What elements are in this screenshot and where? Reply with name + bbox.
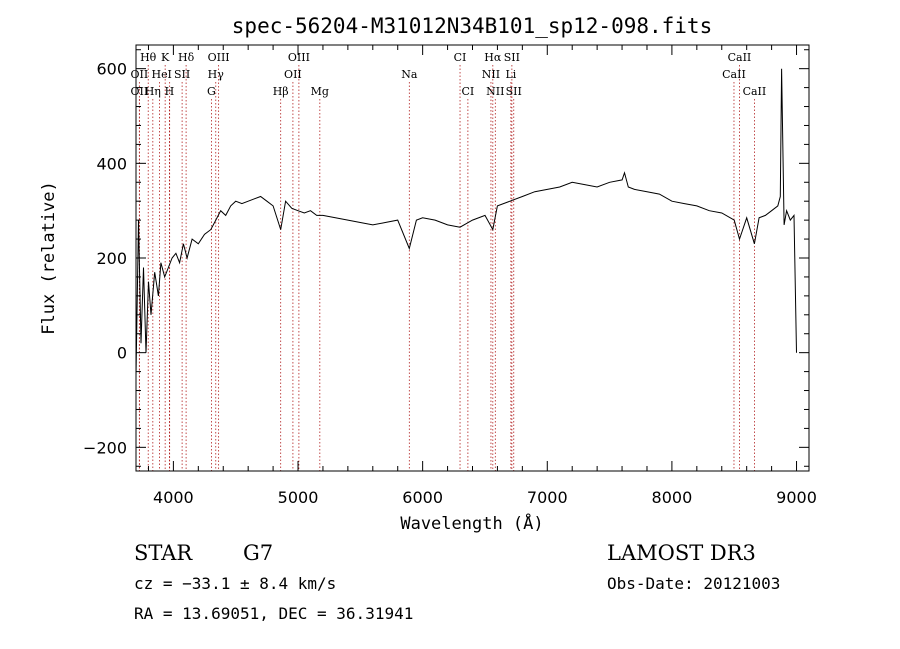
x-tick-label: 7000 bbox=[527, 488, 568, 507]
line-id-label: Hα bbox=[484, 51, 502, 64]
y-tick-label: −200 bbox=[83, 438, 127, 457]
line-id-label: Hδ bbox=[178, 51, 195, 64]
y-tick-label: 0 bbox=[117, 344, 127, 363]
x-axis-label: Wavelength (Å) bbox=[400, 512, 543, 534]
line-id-label: CaII bbox=[728, 51, 752, 64]
line-id-label: OIII bbox=[208, 51, 230, 64]
line-id-label: OII bbox=[131, 85, 149, 98]
y-tick-label: 600 bbox=[96, 60, 127, 79]
line-id-label: CI bbox=[454, 51, 467, 64]
x-tick-label: 4000 bbox=[153, 488, 194, 507]
x-tick-label: 6000 bbox=[402, 488, 443, 507]
y-axis: −200 0 200 400 600 bbox=[83, 49, 809, 467]
line-id-label: He bbox=[152, 68, 168, 81]
line-id-label: G bbox=[207, 85, 216, 98]
line-id-label: OII bbox=[131, 68, 149, 81]
object-subclass: G7 bbox=[243, 541, 273, 565]
line-id-label: Hη bbox=[145, 85, 161, 98]
survey-label: LAMOST DR3 bbox=[607, 541, 756, 565]
chart-title: spec-56204-M31012N34B101_sp12-098.fits bbox=[232, 14, 712, 38]
object-class: STAR bbox=[134, 541, 193, 565]
line-id-label: H bbox=[165, 85, 175, 98]
x-axis: 4000 5000 6000 7000 8000 9000 bbox=[147, 45, 817, 507]
line-id-label: OIII bbox=[288, 51, 310, 64]
y-axis-label: Flux (relative) bbox=[39, 181, 59, 335]
line-id-label: I bbox=[167, 68, 171, 81]
x-tick-label: 9000 bbox=[776, 488, 817, 507]
line-id-label: Li bbox=[505, 68, 516, 81]
y-tick-label: 200 bbox=[96, 249, 127, 268]
line-id-label: OII bbox=[284, 68, 302, 81]
line-id-label: CI bbox=[462, 85, 475, 98]
line-id-label: SII bbox=[174, 68, 190, 81]
x-tick-label: 8000 bbox=[652, 488, 693, 507]
line-id-label: Mg bbox=[311, 85, 329, 98]
line-id-label: NII bbox=[482, 68, 500, 81]
line-id-label: Hθ bbox=[140, 51, 157, 64]
obs-date: Obs-Date: 20121003 bbox=[607, 574, 780, 593]
line-id-label: Hγ bbox=[208, 68, 225, 81]
line-id-label: K bbox=[161, 51, 170, 64]
ra-dec: RA = 13.69051, DEC = 36.31941 bbox=[134, 604, 413, 623]
line-id-label: NII bbox=[486, 85, 504, 98]
line-id-label: Na bbox=[401, 68, 418, 81]
spectrum-line-series bbox=[135, 68, 797, 377]
line-id-label: SII bbox=[504, 51, 520, 64]
cz-value: cz = −33.1 ± 8.4 km/s bbox=[134, 574, 336, 593]
y-tick-label: 400 bbox=[96, 154, 127, 173]
line-id-label: Hβ bbox=[273, 85, 289, 98]
plot-frame bbox=[135, 44, 810, 472]
line-id-label: SII bbox=[506, 85, 522, 98]
line-id-label: CaII bbox=[743, 85, 767, 98]
line-id-label: CaII bbox=[722, 68, 746, 81]
x-tick-label: 5000 bbox=[278, 488, 319, 507]
